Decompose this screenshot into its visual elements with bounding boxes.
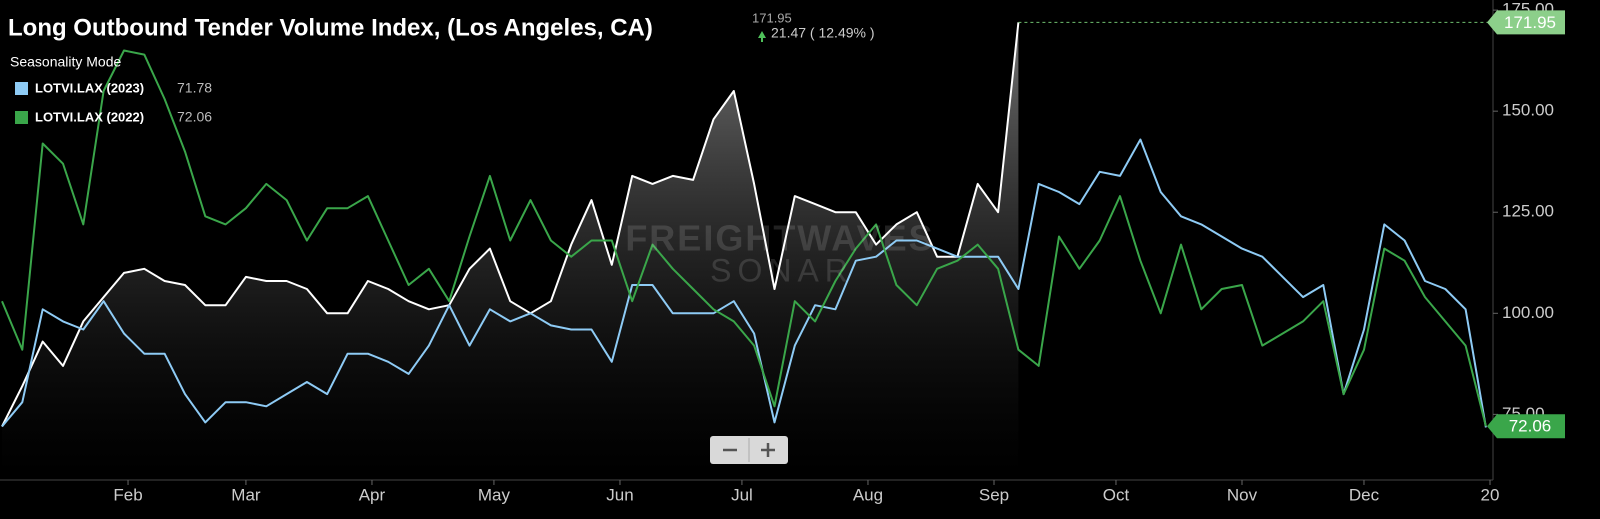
price-tag [1487, 414, 1565, 439]
legend-value: 72.06 [177, 109, 212, 125]
header: Long Outbound Tender Volume Index, (Los … [8, 10, 875, 69]
x-tick-label: Aug [853, 485, 883, 504]
legend-swatch [15, 111, 28, 124]
x-tick-label: Oct [1103, 485, 1130, 504]
chart-title: Long Outbound Tender Volume Index, (Los … [8, 14, 653, 41]
watermark-text: FREIGHTWAVES [625, 218, 934, 259]
price-tag-label: 171.95 [1504, 13, 1556, 32]
x-tick-label: 20 [1481, 485, 1500, 504]
up-arrow-icon [758, 31, 766, 42]
x-tick-label: Feb [113, 485, 142, 504]
legend: LOTVI.LAX (2023) 71.78 LOTVI.LAX (2022) 72.… [15, 80, 212, 125]
series-line [1, 49, 1487, 427]
price-tag [1487, 10, 1565, 35]
x-tick-label: Jul [731, 485, 753, 504]
subtitle: Seasonality Mode [10, 54, 122, 70]
series-line [1, 22, 1020, 427]
area-fill [2, 22, 1019, 476]
zoom-out-button[interactable] [712, 438, 748, 462]
x-tick-label: Jun [606, 485, 633, 504]
watermark-text: SONAR [710, 252, 854, 288]
last-value: 171.95 [752, 10, 792, 25]
x-tick-label: Dec [1349, 485, 1380, 504]
price-tag-label: 72.06 [1509, 417, 1552, 436]
legend-label: LOTVI.LAX (2023) [35, 80, 144, 95]
x-tick-label: Mar [231, 485, 261, 504]
change-text: 21.47 ( 12.49% ) [771, 25, 875, 41]
zoom-controls [710, 436, 788, 464]
y-tick-label: 125.00 [1502, 202, 1554, 221]
legend-label: LOTVI.LAX (2022) [35, 109, 144, 124]
y-tick-label: 100.00 [1502, 303, 1554, 322]
x-tick-label: May [478, 485, 511, 504]
y-tick-label: 150.00 [1502, 101, 1554, 120]
x-tick-label: Sep [979, 485, 1009, 504]
series-line [1, 138, 1487, 428]
plot-area [1, 21, 1493, 476]
x-tick-label: Nov [1227, 485, 1258, 504]
zoom-in-button[interactable] [750, 438, 786, 462]
legend-swatch [15, 82, 28, 95]
x-tick-label: Apr [359, 485, 386, 504]
legend-value: 71.78 [177, 80, 212, 96]
